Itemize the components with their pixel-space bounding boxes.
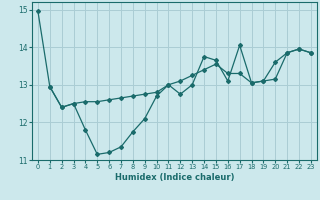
X-axis label: Humidex (Indice chaleur): Humidex (Indice chaleur) xyxy=(115,173,234,182)
